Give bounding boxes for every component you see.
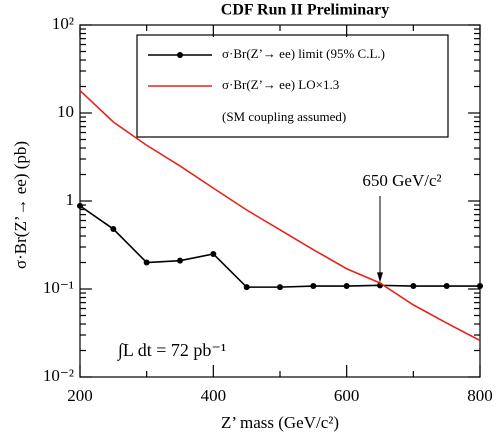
series-line: [79, 89, 481, 342]
data-point: [77, 202, 83, 209]
data-point: [177, 257, 183, 264]
data-point: [310, 283, 317, 290]
data-point: [243, 284, 250, 291]
data-point: [110, 226, 117, 233]
data-point: [210, 250, 217, 257]
x-axis-label: Z’ mass (GeV/c²): [221, 413, 339, 432]
x-tick-label: 800: [467, 386, 493, 405]
annotation: 650 GeV/c²: [362, 171, 441, 190]
legend-marker: [177, 52, 183, 58]
legend-note: (SM coupling assumed): [222, 109, 346, 124]
x-tick-label: 600: [334, 386, 360, 405]
data-point: [143, 259, 150, 266]
annotation-arrowhead: [377, 272, 383, 283]
y-axis-label: σ·Br(Z’→ ee) (pb): [11, 141, 30, 269]
series-line: [79, 205, 480, 288]
y-tick-label: 1: [66, 190, 75, 209]
data-point: [410, 283, 417, 290]
legend-label: σ·Br(Z’→ ee) limit (95% C.L.): [222, 46, 385, 61]
data-point: [477, 283, 483, 290]
y-tick-label: 10²: [52, 14, 74, 33]
legend-label: σ·Br(Z’→ ee) LO×1.3: [222, 77, 339, 92]
y-tick-label: 10: [57, 102, 74, 121]
data-point: [443, 283, 450, 290]
y-tick-label: 10⁻¹: [43, 278, 74, 297]
luminosity-label: ∫L dt = 72 pb⁻¹: [117, 340, 226, 361]
x-tick-label: 400: [201, 386, 227, 405]
data-point: [277, 284, 283, 291]
chart-title: CDF Run II Preliminary: [221, 2, 389, 19]
data-point: [343, 283, 350, 290]
x-tick-label: 200: [67, 386, 93, 405]
y-tick-label: 10⁻²: [43, 366, 74, 385]
